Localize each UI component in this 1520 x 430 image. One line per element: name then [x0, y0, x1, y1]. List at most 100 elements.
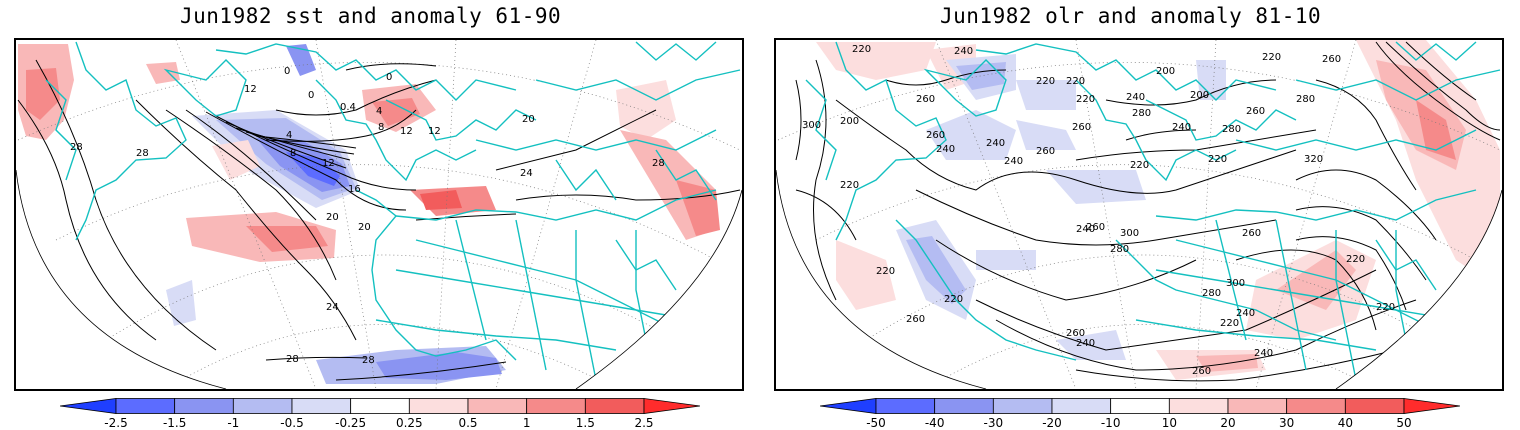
- olr-anomaly-fills: [816, 40, 1500, 380]
- sst-contour-label: 24: [520, 168, 533, 179]
- olr-negative-anomaly: [976, 250, 1036, 270]
- sst-contour-labels: 0 0 0 4 0.4 8 12 12 12 16 8 4 12 20 20 2…: [70, 66, 665, 366]
- sst-positive-anomaly: [26, 68, 60, 120]
- olr-negative-anomaly: [926, 110, 1016, 160]
- olr-contour-label: 260: [916, 94, 935, 105]
- sst-colorbar-segment: [350, 398, 410, 414]
- olr-map-canvas: 220 240 260 260 220 220 200 220 240 260 …: [776, 40, 1502, 389]
- olr-contour-label: 220: [840, 180, 859, 191]
- olr-contour-label: 240: [1076, 338, 1095, 349]
- olr-contour-label: 260: [926, 130, 945, 141]
- sst-contour-label: 28: [652, 158, 665, 169]
- sst-colorbar-segment: [115, 398, 176, 414]
- olr-contour-label: 260: [1086, 222, 1105, 233]
- sst-contour-label: 12: [244, 84, 257, 95]
- olr-colorbar-segment: [1110, 398, 1170, 414]
- olr-contour-label: 240: [1126, 92, 1145, 103]
- olr-contour-label: 220: [1076, 94, 1095, 105]
- olr-contour-label: 240: [1236, 308, 1255, 319]
- olr-colorbar-tick-label: -30: [983, 416, 1004, 430]
- olr-contour-label: 240: [936, 144, 955, 155]
- sst-colorbar-svg: [60, 398, 700, 414]
- sst-colorbar-tick-label: -1.5: [162, 416, 187, 430]
- olr-contour-label: 220: [1036, 76, 1055, 87]
- olr-positive-anomaly: [1196, 354, 1258, 372]
- olr-contour-label: 280: [1110, 244, 1129, 255]
- olr-contour-label: 200: [1156, 66, 1175, 77]
- olr-contour-label: 300: [1226, 278, 1245, 289]
- olr-colorbar-segment: [1286, 398, 1346, 414]
- sst-projection-edge: [575, 189, 742, 389]
- olr-colorbar-segment: [1403, 398, 1460, 414]
- olr-contour-label: 280: [1222, 124, 1241, 135]
- sst-positive-anomaly: [246, 226, 328, 252]
- sst-contour-label: 28: [136, 148, 149, 159]
- olr-contour-label: 220: [944, 294, 963, 305]
- sst-colorbar-tick-label: 0.25: [395, 416, 423, 430]
- sst-colorbar-segment: [584, 398, 645, 414]
- sst-colorbar-segment: [174, 398, 234, 414]
- olr-colorbar-tick-label: -50: [866, 416, 886, 430]
- olr-colorbar-tick-label: 40: [1337, 416, 1353, 430]
- olr-graticule: [777, 40, 1501, 389]
- sst-contour-label: 0: [284, 66, 290, 77]
- sst-colorbar-segment: [643, 398, 700, 414]
- olr-contour-label: 260: [1192, 366, 1211, 377]
- sst-contour-label: 4: [376, 106, 382, 117]
- sst-positive-anomaly: [372, 98, 420, 126]
- olr-contour-label: 280: [1132, 108, 1151, 119]
- sst-contour-label: 12: [400, 126, 413, 137]
- sst-contour-label: 20: [326, 212, 339, 223]
- olr-contour-label: 300: [802, 120, 821, 131]
- olr-contour-label: 220: [1262, 52, 1281, 63]
- olr-contour-label: 220: [852, 44, 871, 55]
- olr-colorbar-segment: [820, 398, 877, 414]
- olr-colorbar-tick-label: 30: [1279, 416, 1295, 430]
- sst-contour-label: 28: [70, 142, 83, 153]
- olr-contours: [795, 41, 1501, 382]
- olr-projection-mask-left: [776, 170, 986, 389]
- olr-contour-label: 200: [840, 116, 859, 127]
- sst-projection-mask-right: [576, 190, 742, 389]
- olr-colorbar-tick-label: 10: [1161, 416, 1177, 430]
- sst-colorbar-segment: [408, 398, 469, 414]
- olr-contour-label: 220: [1208, 154, 1227, 165]
- sst-negative-anomaly: [166, 280, 196, 326]
- olr-colorbar: [820, 398, 1460, 414]
- olr-projection-edge: [776, 169, 987, 389]
- sst-colorbar-segment: [526, 398, 586, 414]
- sst-panel-title: Jun1982 sst and anomaly 61-90: [180, 4, 562, 28]
- sst-contour-label: 28: [286, 354, 299, 365]
- olr-colorbar-tick-label: -40: [924, 416, 945, 430]
- sst-contour-label: 4: [286, 130, 292, 141]
- olr-projection-mask-right: [1336, 190, 1502, 389]
- olr-colorbar-tick-label: -10: [1100, 416, 1121, 430]
- olr-negative-anomaly: [956, 62, 1006, 90]
- olr-contour-label: 280: [1296, 94, 1315, 105]
- olr-positive-anomaly: [836, 240, 896, 310]
- olr-colorbar-segment: [1168, 398, 1229, 414]
- olr-colorbar-segment: [934, 398, 994, 414]
- olr-contour-label: 260: [1036, 146, 1055, 157]
- olr-contour-labels: 220 240 260 260 220 220 200 220 240 260 …: [802, 44, 1395, 377]
- olr-contour-label: 280: [1202, 288, 1221, 299]
- sst-projection-mask-left: [16, 170, 226, 389]
- sst-anomaly-fills: [18, 44, 720, 384]
- olr-contour-label: 220: [1220, 318, 1239, 329]
- olr-contour-label: 240: [954, 46, 973, 57]
- sst-colorbar-tick-label: 2.5: [634, 416, 654, 430]
- sst-colorbar-tick-label: -1: [227, 416, 240, 430]
- olr-contour-label: 320: [1304, 154, 1323, 165]
- olr-positive-anomaly: [816, 42, 936, 80]
- olr-projection-edge: [1335, 189, 1502, 389]
- sst-contour-label: 0: [308, 90, 314, 101]
- olr-colorbar-segment: [875, 398, 936, 414]
- sst-contour-label: 12: [428, 126, 441, 137]
- olr-contour-label: 240: [1004, 156, 1023, 167]
- sst-colorbar-segment: [60, 398, 117, 414]
- olr-panel-title: Jun1982 olr and anomaly 81-10: [940, 4, 1322, 28]
- sst-contour-label: 0: [386, 72, 392, 83]
- sst-contour-label: 16: [348, 184, 361, 195]
- olr-contour-label: 220: [876, 266, 895, 277]
- olr-contour-label: 260: [1072, 122, 1091, 133]
